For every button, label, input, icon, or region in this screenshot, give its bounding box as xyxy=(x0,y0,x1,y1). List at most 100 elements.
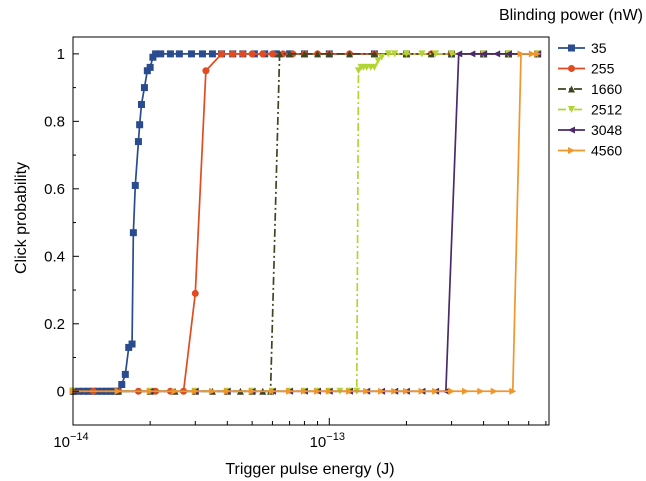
data-point xyxy=(208,50,216,58)
data-point xyxy=(568,44,575,52)
y-tick-label: 1 xyxy=(57,46,65,63)
x-tick-base: 10 xyxy=(310,434,327,451)
data-point xyxy=(166,50,174,58)
series-35 xyxy=(69,50,542,395)
data-point xyxy=(448,387,456,395)
data-point xyxy=(418,50,426,58)
legend-label: 35 xyxy=(591,40,607,56)
x-tick-exponent: −13 xyxy=(326,431,345,443)
legend-label: 4560 xyxy=(591,143,622,159)
data-point xyxy=(276,50,284,58)
data-point xyxy=(504,50,512,58)
data-point xyxy=(402,50,410,58)
data-point xyxy=(137,100,145,108)
data-point xyxy=(346,50,354,58)
data-point xyxy=(391,50,399,58)
legend-label: 3048 xyxy=(591,122,622,138)
data-point xyxy=(152,50,160,58)
data-point xyxy=(490,387,498,395)
data-point xyxy=(218,50,226,58)
legend-label: 1660 xyxy=(591,81,622,97)
legend: 35 255 1660 2512 3048 4560 xyxy=(558,40,622,159)
series-layer xyxy=(69,50,542,395)
data-point xyxy=(239,50,247,58)
data-point xyxy=(202,67,210,75)
y-axis-label: Click probability xyxy=(13,162,30,274)
legend-item: 35 xyxy=(558,40,607,56)
x-tick-exponent: −14 xyxy=(70,431,89,443)
data-point xyxy=(493,50,501,58)
data-point xyxy=(461,387,469,395)
data-point xyxy=(378,53,386,61)
data-point xyxy=(198,50,206,58)
data-point xyxy=(136,121,144,129)
data-point xyxy=(121,370,129,378)
data-point xyxy=(468,50,476,58)
data-point xyxy=(432,387,440,395)
data-point xyxy=(568,147,575,154)
legend-item: 4560 xyxy=(558,143,622,159)
data-point xyxy=(175,50,183,58)
data-point xyxy=(534,50,542,58)
data-point xyxy=(131,181,139,189)
data-point xyxy=(378,387,386,395)
data-point xyxy=(568,85,575,93)
data-point xyxy=(248,387,256,395)
data-point xyxy=(374,57,382,65)
data-point xyxy=(146,387,154,395)
data-point xyxy=(286,50,294,58)
series-line xyxy=(73,53,538,393)
x-tick-label: 10−14 xyxy=(53,431,88,451)
data-point xyxy=(208,387,216,395)
data-point xyxy=(402,387,410,395)
data-point xyxy=(517,50,525,58)
data-point xyxy=(191,387,199,395)
data-point xyxy=(268,387,276,395)
legend-item: 2512 xyxy=(558,102,622,118)
data-point xyxy=(191,289,199,297)
data-point xyxy=(480,50,488,58)
data-point xyxy=(223,387,231,395)
data-point xyxy=(568,126,575,134)
y-tick-label: 0.8 xyxy=(44,113,65,130)
data-point xyxy=(448,50,456,58)
data-point xyxy=(346,387,354,395)
plot-frame xyxy=(72,36,550,426)
x-tick-base: 10 xyxy=(53,434,70,451)
data-point xyxy=(146,63,154,71)
data-point xyxy=(118,381,126,389)
data-point xyxy=(455,50,463,58)
data-point xyxy=(314,387,322,395)
legend-item: 255 xyxy=(558,61,615,77)
data-point xyxy=(528,50,536,58)
data-point xyxy=(325,50,333,58)
data-point xyxy=(477,387,485,395)
data-point xyxy=(370,63,378,71)
data-point xyxy=(432,50,440,58)
data-point xyxy=(129,229,137,237)
data-point xyxy=(300,50,308,58)
y-tick-label: 0.4 xyxy=(44,248,65,265)
y-tick-label: 0 xyxy=(57,383,65,400)
data-point xyxy=(229,50,237,58)
legend-label: 255 xyxy=(591,61,615,77)
legend-item: 3048 xyxy=(558,122,622,138)
y-tick-label: 0.6 xyxy=(44,181,65,198)
legend-item: 1660 xyxy=(558,81,622,97)
data-point xyxy=(391,387,399,395)
data-point xyxy=(568,106,575,113)
data-point xyxy=(171,387,179,395)
legend-label: 2512 xyxy=(591,102,622,118)
y-tick-label: 0.2 xyxy=(44,316,65,333)
data-point xyxy=(268,50,276,58)
data-point xyxy=(140,84,148,92)
data-point xyxy=(259,50,267,58)
data-point xyxy=(248,50,256,58)
data-point xyxy=(418,387,426,395)
data-point xyxy=(509,387,517,395)
legend-title: Blinding power (nW) xyxy=(499,7,643,24)
data-point xyxy=(314,50,322,58)
x-axis-label: Trigger pulse energy (J) xyxy=(225,461,394,478)
data-point xyxy=(384,50,392,58)
